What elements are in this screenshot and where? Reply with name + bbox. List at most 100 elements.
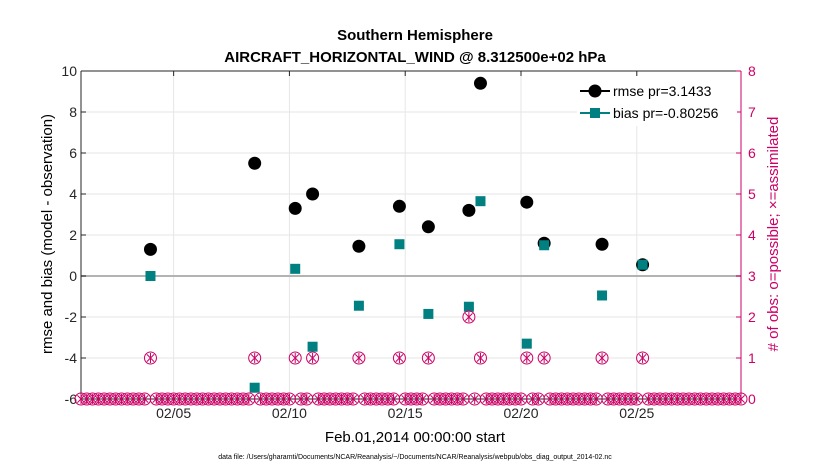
x-tick-label: 02/25 <box>619 405 654 421</box>
obs-assimilated-point <box>273 394 282 404</box>
obs-assimilated-point <box>349 394 358 404</box>
obs-assimilated-point <box>638 353 647 363</box>
obs-assimilated-point <box>488 394 497 404</box>
obs-assimilated-point <box>621 394 630 404</box>
obs-assimilated-point <box>679 394 688 404</box>
bias-point <box>475 196 486 207</box>
obs-assimilated-point <box>291 353 300 363</box>
bias-point <box>423 308 434 319</box>
obs-assimilated-point <box>731 394 740 404</box>
y-left-tick-label: 8 <box>69 104 77 120</box>
obs-assimilated-point <box>378 394 387 404</box>
obs-assimilated-point <box>615 394 624 404</box>
y-left-tick-label: 10 <box>61 63 77 79</box>
obs-assimilated-point <box>343 394 352 404</box>
obs-assimilated-point <box>320 394 329 404</box>
obs-assimilated-point <box>435 394 444 404</box>
obs-assimilated-point <box>655 394 664 404</box>
obs-assimilated-point <box>105 394 114 404</box>
obs-assimilated-point <box>239 394 248 404</box>
y-left-tick-label: 6 <box>69 145 77 161</box>
obs-assimilated-point <box>192 394 201 404</box>
obs-assimilated-point <box>569 394 578 404</box>
y-right-tick-label: 8 <box>748 63 756 79</box>
obs-assimilated-point <box>297 394 305 404</box>
obs-assimilated-point <box>708 394 717 404</box>
obs-assimilated-point <box>279 394 288 404</box>
obs-assimilated-point <box>181 394 190 404</box>
legend-label-rmse: rmse pr=3.1433 <box>613 83 712 99</box>
obs-assimilated-point <box>476 353 485 363</box>
y-right-tick-label: 3 <box>748 268 756 284</box>
legend-marker-rmse <box>588 84 602 98</box>
obs-assimilated-point <box>667 394 676 404</box>
obs-assimilated-point <box>482 394 491 404</box>
obs-assimilated-point <box>401 394 410 404</box>
obs-assimilated-point <box>256 394 265 404</box>
obs-assimilated-point <box>493 394 502 404</box>
y-left-tick-label: 4 <box>69 186 77 202</box>
bias-point <box>637 259 648 270</box>
obs-assimilated-point <box>470 394 479 404</box>
obs-assimilated-point <box>198 394 207 404</box>
obs-assimilated-point <box>447 394 456 404</box>
data-file-footer: data file: /Users/gharamti/Documents/NCA… <box>218 454 612 461</box>
obs-assimilated-point <box>505 394 514 404</box>
obs-assimilated-point <box>88 394 97 404</box>
rmse-point <box>421 220 435 234</box>
obs-assimilated-point <box>557 394 566 404</box>
obs-assimilated-point <box>632 394 641 404</box>
obs-assimilated-point <box>204 394 213 404</box>
obs-assimilated-point <box>314 394 323 404</box>
rmse-point <box>288 201 302 215</box>
obs-possible-point <box>520 351 534 365</box>
obs-assimilated-point <box>215 394 224 404</box>
obs-assimilated-point <box>308 353 317 363</box>
obs-possible-point <box>306 351 320 365</box>
y-left-tick-label: -4 <box>65 350 78 366</box>
obs-assimilated-point <box>563 394 572 404</box>
rmse-point <box>248 156 262 170</box>
bias-point <box>539 240 550 251</box>
rmse-point <box>143 242 157 256</box>
rmse-point <box>392 199 406 213</box>
obs-assimilated-point <box>221 394 230 404</box>
y-right-tick-label: 5 <box>748 186 756 202</box>
obs-assimilated-point <box>574 394 583 404</box>
obs-assimilated-point <box>407 394 415 404</box>
obs-possible-point <box>421 351 435 365</box>
y-right-tick-label: 7 <box>748 104 756 120</box>
obs-assimilated-point <box>725 394 734 404</box>
obs-assimilated-point <box>331 394 340 404</box>
y-axis-left-label: rmse and bias (model - observation) <box>39 114 56 354</box>
obs-assimilated-point <box>163 394 172 404</box>
obs-assimilated-point <box>233 394 242 404</box>
obs-assimilated-point <box>650 394 659 404</box>
obs-assimilated-point <box>302 394 311 404</box>
rmse-point <box>352 239 366 253</box>
obs-assimilated-point <box>534 394 543 404</box>
obs-assimilated-point <box>598 353 607 363</box>
rmse-point <box>306 187 320 201</box>
obs-assimilated-point <box>459 394 468 404</box>
x-tick-label: 02/10 <box>272 405 307 421</box>
bias-point <box>307 341 318 352</box>
x-axis-label: Feb.01,2014 00:00:00 start <box>325 429 506 446</box>
obs-assimilated-point <box>702 394 711 404</box>
obs-assimilated-point <box>719 394 728 404</box>
obs-assimilated-point <box>713 394 722 404</box>
obs-possible-point <box>248 351 262 365</box>
legend-marker-bias <box>590 108 600 118</box>
obs-assimilated-point <box>354 353 363 363</box>
x-tick-label: 02/15 <box>388 405 423 421</box>
rmse-point <box>473 76 487 90</box>
obs-assimilated-point <box>551 394 560 404</box>
bias-point <box>394 239 405 250</box>
rmse-point <box>462 203 476 217</box>
obs-assimilated-point <box>100 394 109 404</box>
y-left-tick-label: 2 <box>69 227 77 243</box>
obs-assimilated-point <box>111 394 120 404</box>
chart-title: Southern Hemisphere <box>337 27 493 44</box>
y-right-tick-label: 0 <box>748 391 756 407</box>
